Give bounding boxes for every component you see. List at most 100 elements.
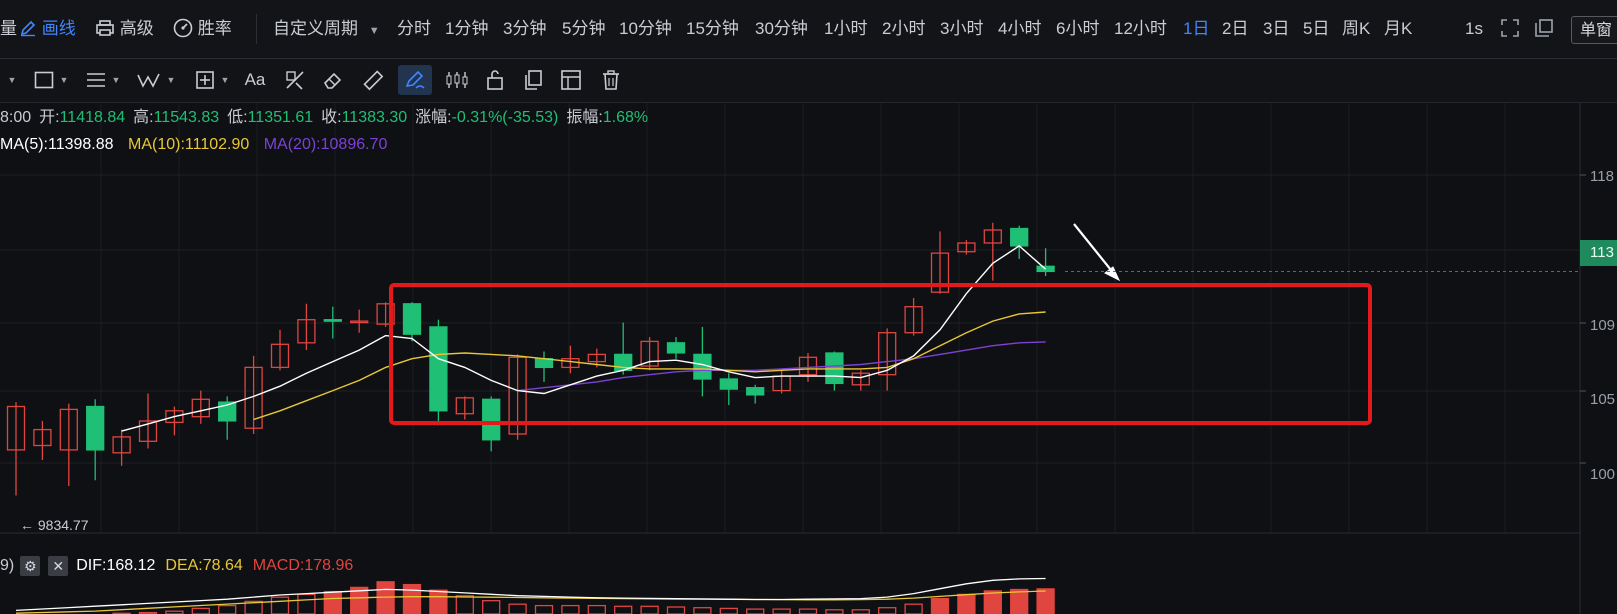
candle-down bbox=[719, 378, 738, 390]
candle-down bbox=[666, 342, 686, 354]
period-tab[interactable]: 5日 bbox=[1303, 19, 1330, 38]
low-value: 11351.61 bbox=[247, 109, 314, 126]
period-tab[interactable]: 4小时 bbox=[998, 19, 1042, 38]
ruler-tool[interactable] bbox=[358, 65, 388, 95]
candle-down bbox=[323, 319, 342, 322]
candle-up bbox=[138, 420, 158, 442]
period-tab[interactable]: 15分钟 bbox=[686, 19, 739, 38]
measure-tool[interactable]: ▼ bbox=[190, 65, 234, 95]
macd-bar bbox=[191, 607, 210, 614]
ohlc-info: 8:00 开:11418.84 高:11543.83 低:11351.61 收:1138… bbox=[0, 107, 656, 129]
high-value: 11543.83 bbox=[153, 109, 220, 126]
candle-down bbox=[402, 303, 422, 335]
period-tab[interactable]: 10分钟 bbox=[619, 19, 672, 38]
candle-up bbox=[6, 405, 26, 451]
ma10-value: MA(10):11102.90 bbox=[128, 136, 250, 153]
magnet-ruler-tool[interactable] bbox=[280, 65, 310, 95]
amplitude-value: 1.68% bbox=[602, 109, 649, 126]
chevron-down-icon: ▼ bbox=[368, 25, 380, 37]
period-tab[interactable]: 2小时 bbox=[882, 19, 926, 38]
period-tab[interactable]: 分时 bbox=[397, 19, 431, 38]
trend-line-tool[interactable] bbox=[398, 65, 432, 95]
eraser-tool[interactable] bbox=[318, 65, 348, 95]
price-axis-label: 100 bbox=[1590, 466, 1616, 483]
wave-tool[interactable]: ▼ bbox=[134, 65, 178, 95]
macd-bar bbox=[429, 589, 448, 614]
parallel-lines-tool[interactable]: ▼ bbox=[82, 65, 124, 95]
macd-bar bbox=[904, 603, 923, 614]
period-tab[interactable]: 3小时 bbox=[940, 19, 984, 38]
period-tab[interactable]: 2日 bbox=[1222, 19, 1249, 38]
fullscreen-button[interactable] bbox=[1500, 0, 1520, 58]
volume-tab[interactable]: 量 bbox=[0, 19, 17, 38]
kline-chart[interactable] bbox=[0, 103, 1617, 614]
candle-tool[interactable] bbox=[442, 65, 472, 95]
period-tab[interactable]: 5分钟 bbox=[562, 19, 606, 38]
close-icon[interactable]: ✕ bbox=[48, 556, 69, 576]
candle-up bbox=[878, 332, 897, 376]
candle-up bbox=[851, 372, 870, 386]
price-axis-label: 118 bbox=[1590, 168, 1614, 185]
gear-icon[interactable]: ⚙ bbox=[20, 556, 41, 576]
candle-up bbox=[350, 320, 369, 324]
dropdown-caret[interactable]: ▼ bbox=[7, 75, 17, 85]
macd-bar bbox=[402, 583, 422, 614]
candle-down bbox=[86, 405, 105, 451]
close-value: 11383.30 bbox=[341, 109, 408, 126]
macd-bar bbox=[165, 610, 184, 614]
candle-up bbox=[297, 319, 316, 344]
period-tab[interactable]: 3分钟 bbox=[503, 19, 547, 38]
period-tab[interactable]: 3日 bbox=[1263, 19, 1290, 38]
open-value: 11418.84 bbox=[59, 109, 126, 126]
parallel-lines-icon bbox=[86, 73, 105, 87]
macd-bar bbox=[297, 593, 316, 614]
single-window-button[interactable]: 单窗 bbox=[1571, 16, 1617, 44]
refresh-interval[interactable]: 1s bbox=[1465, 19, 1483, 38]
change-value: -0.31%(-35.53) bbox=[451, 109, 559, 126]
lock-tool[interactable] bbox=[480, 65, 510, 95]
period-tab[interactable]: 6小时 bbox=[1056, 19, 1100, 38]
rectangle-tool[interactable]: ▼ bbox=[30, 65, 72, 95]
crosshair-box-icon bbox=[195, 71, 214, 89]
candle-down bbox=[746, 387, 765, 396]
candles-icon bbox=[446, 72, 468, 88]
advanced-tab[interactable]: 高级 bbox=[95, 0, 154, 58]
popout-icon bbox=[1535, 19, 1553, 37]
period-bar: 量 画线 高级 胜率 自定义周期 ▼ 分时 1分钟 3分钟 5分钟 10分钟 1… bbox=[0, 0, 1617, 59]
period-tab[interactable]: 1分钟 bbox=[445, 19, 489, 38]
candle-up bbox=[904, 306, 923, 334]
draw-line-tab[interactable]: 画线 bbox=[19, 0, 76, 58]
settings-tool[interactable] bbox=[556, 65, 586, 95]
ma5-value: MA(5):11398.88 bbox=[0, 136, 114, 153]
candle-down bbox=[1010, 227, 1029, 247]
custom-period-dropdown[interactable]: 自定义周期 ▼ bbox=[273, 19, 380, 38]
macd-bar bbox=[719, 607, 738, 614]
text-tool[interactable]: Aa bbox=[244, 70, 266, 89]
period-tab[interactable]: 1小时 bbox=[824, 19, 868, 38]
macd-bar bbox=[218, 604, 237, 614]
pen-icon bbox=[20, 20, 36, 37]
period-tab[interactable]: 12小时 bbox=[1114, 19, 1167, 38]
macd-bar bbox=[957, 593, 976, 614]
candle-up bbox=[640, 340, 659, 367]
macd-bar bbox=[772, 608, 791, 614]
low-price-marker: ← 9834.77 bbox=[20, 517, 89, 533]
win-rate-tab[interactable]: 胜率 bbox=[173, 0, 232, 58]
wave-icon bbox=[136, 73, 160, 88]
macd-bar bbox=[508, 603, 527, 614]
ma10-line bbox=[253, 311, 1046, 421]
candle-up bbox=[270, 343, 290, 369]
macd-bar bbox=[640, 605, 659, 614]
period-tab[interactable]: 30分钟 bbox=[755, 19, 808, 38]
low-label: 低: bbox=[227, 109, 248, 126]
candle-down bbox=[218, 401, 237, 422]
copy-tool[interactable] bbox=[518, 65, 548, 95]
period-tab[interactable]: 月K bbox=[1384, 19, 1413, 38]
popout-button[interactable] bbox=[1534, 0, 1554, 58]
period-tab-active[interactable]: 1日 bbox=[1183, 19, 1210, 38]
bar-time: 8:00 bbox=[0, 109, 32, 126]
macd-params: 9) bbox=[0, 557, 15, 574]
rectangle-icon bbox=[34, 71, 53, 89]
delete-tool[interactable] bbox=[596, 65, 626, 95]
period-tab[interactable]: 周K bbox=[1342, 19, 1371, 38]
